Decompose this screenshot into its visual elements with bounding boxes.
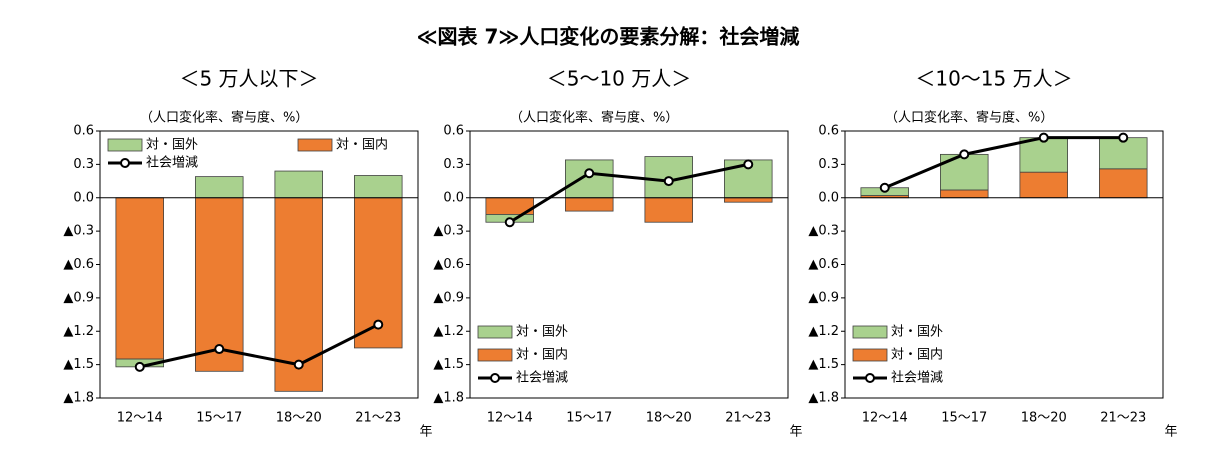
y-tick-label: 0.6 [443,124,464,139]
legend-marker [490,373,500,383]
y-tick-label: 0.3 [818,157,839,172]
x-tick-label: 12～14 [862,411,908,426]
x-tick-label: 15～17 [941,411,987,426]
y-tick-label: 0.3 [443,157,464,172]
y-tick-label: ▲1.2 [63,324,94,339]
y-tick-label: ▲1.5 [808,357,839,372]
y-tick-label: ▲1.8 [63,391,94,406]
y-tick-label: ▲0.9 [63,290,94,305]
bar [565,159,614,199]
bar [940,189,989,199]
legend-swatch [107,138,143,152]
y-tick-label: 0.6 [73,124,94,139]
panel-subtitle: ＜5～10 万人＞ [547,67,692,91]
line-marker [663,176,674,187]
panel-subtitle: ＜10～15 万人＞ [915,67,1072,91]
y-axis-label: （人口変化率、寄与度、%） [510,110,678,126]
y-tick-label: ▲0.3 [433,224,464,239]
legend-label: 対・国内 [336,137,388,153]
x-tick-label: 18～20 [646,411,692,426]
y-tick-label: ▲0.9 [808,290,839,305]
bar [565,197,614,212]
y-axis-label: （人口変化率、寄与度、%） [140,110,308,126]
bar [194,176,244,199]
bar [1019,137,1069,173]
x-tick-label: 21～23 [355,411,401,426]
x-axis-label: 年 [789,425,802,440]
x-axis-label: 年 [1164,425,1177,440]
y-tick-label: ▲1.8 [433,391,464,406]
bar [274,197,323,392]
line-marker [214,344,225,355]
y-tick-label: ▲0.6 [433,257,464,272]
legend-label: 社会増減 [146,155,198,171]
panel-subtitle: ＜5 万人以下＞ [179,67,318,91]
legend-swatch [852,325,888,339]
x-tick-label: 18～20 [1021,411,1067,426]
line-marker [959,149,970,160]
bar [353,175,403,199]
y-tick-label: ▲1.8 [808,391,839,406]
bar [1019,171,1069,199]
legend-swatch [852,348,888,362]
legend-swatch [477,348,513,362]
bar [115,197,165,360]
line-marker [373,319,384,330]
legend-swatch [297,138,333,152]
y-tick-label: ▲1.5 [63,357,94,372]
x-tick-label: 21～23 [1100,411,1146,426]
y-axis-label: （人口変化率、寄与度、%） [885,110,1053,126]
x-tick-label: 21～23 [725,411,771,426]
legend-label: 社会増減 [891,370,943,386]
y-tick-label: ▲1.2 [808,324,839,339]
x-tick-label: 15～17 [566,411,612,426]
bar [644,197,694,223]
legend-swatch [477,325,513,339]
x-axis-label: 年 [419,425,432,440]
legend-label: 対・国内 [891,347,943,363]
line [139,323,379,369]
bar [194,197,244,372]
legend-label: 対・国内 [516,347,568,363]
line-marker [504,217,515,228]
y-tick-label: ▲0.6 [63,257,94,272]
x-tick-label: 15～17 [196,411,242,426]
line-marker [584,168,595,179]
bar [940,153,989,191]
x-tick-label: 18～20 [276,411,322,426]
line-marker [1118,132,1129,143]
line-marker [879,182,890,193]
line-marker [293,359,304,370]
y-tick-label: 0.0 [818,190,839,205]
y-tick-label: 0.3 [73,157,94,172]
bar [274,170,323,199]
y-tick-label: 0.6 [818,124,839,139]
y-tick-label: ▲0.3 [808,224,839,239]
bar [724,197,773,203]
line-marker [1038,132,1049,143]
y-tick-label: ▲1.2 [433,324,464,339]
legend-label: 社会増減 [516,370,568,386]
x-tick-label: 12～14 [117,411,163,426]
legend-label: 対・国外 [516,325,568,340]
line-marker [743,159,754,170]
chart-title: ≪図表 7≫人口変化の要素分解：社会増減 [417,25,800,49]
y-tick-label: 0.0 [73,190,94,205]
y-tick-label: 0.0 [443,190,464,205]
y-tick-label: ▲0.6 [808,257,839,272]
legend-marker [120,158,130,168]
line [508,162,749,224]
y-tick-label: ▲0.9 [433,290,464,305]
line-marker [134,361,145,372]
y-tick-label: ▲1.5 [433,357,464,372]
y-tick-label: ▲0.3 [63,224,94,239]
legend-marker [865,373,875,383]
x-tick-label: 12～14 [487,411,533,426]
legend-label: 対・国外 [146,138,198,153]
legend-label: 対・国外 [891,325,943,340]
line [884,136,1124,190]
bar [1099,168,1148,199]
